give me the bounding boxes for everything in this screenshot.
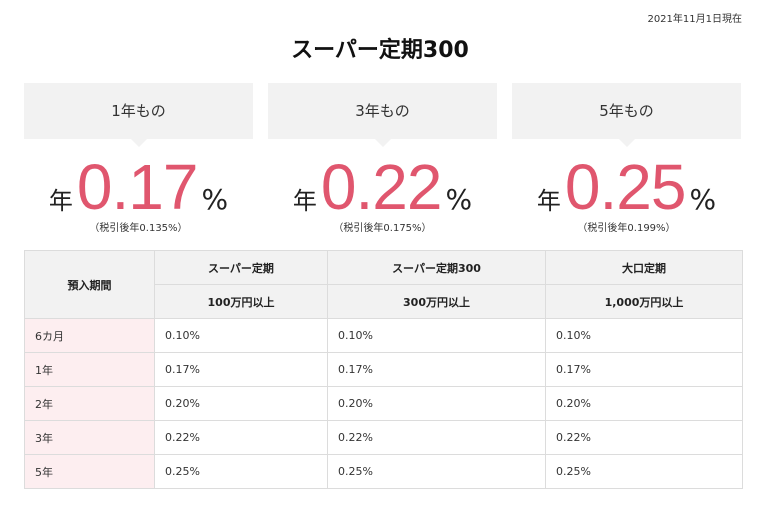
rate-cell: 0.20% [545,386,743,421]
rate-prefix: 年 [48,187,73,215]
rate-cell: 0.22% [545,420,743,455]
rate-value: 0.25 [564,151,687,223]
column-min-amount: 1,000万円以上 [545,284,743,319]
rate-cell: 0.10% [545,318,743,353]
rate-cell: 0.10% [327,318,546,353]
table-row: 5年 0.25% 0.25% 0.25% [24,454,743,489]
rate-cell: 0.17% [545,352,743,387]
column-min-amount: 100万円以上 [154,284,328,319]
after-tax-note: （税引後年0.199%） [577,223,676,234]
rate-unit: % [201,183,229,216]
table-row: 3年 0.22% 0.22% 0.22% [24,420,743,455]
after-tax-note: （税引後年0.175%） [333,223,432,234]
period-cell: 1年 [24,352,155,387]
rate-cell: 0.20% [327,386,546,421]
period-cell: 2年 [24,386,155,421]
rate-card-1-year: 1年もの 年0.17% （税引後年0.135%） [24,83,253,234]
rate-cell: 0.10% [154,318,328,353]
card-term-label: 1年もの [24,83,253,147]
table-row: 6カ月 0.10% 0.10% 0.10% [24,318,743,353]
after-tax-note: （税引後年0.135%） [89,223,188,234]
rate-unit: % [445,183,473,216]
rate-cell: 0.22% [327,420,546,455]
rate-cards: 1年もの 年0.17% （税引後年0.135%） 3年もの 年0.22% （税引… [24,83,741,243]
table-header-row: 預入期間 スーパー定期 スーパー定期300 大口定期 [24,250,743,319]
column-header-super-teiki: スーパー定期 [154,250,328,285]
rate-unit: % [689,183,717,216]
rate-table: 預入期間 スーパー定期 スーパー定期300 大口定期 100万円以上 300万円… [24,250,743,489]
rate-line: 年0.17% [24,155,253,219]
rate-value: 0.22 [320,151,443,223]
rate-card-5-year: 5年もの 年0.25% （税引後年0.199%） [512,83,741,234]
as-of-date: 2021年11月1日現在 [647,14,742,25]
rate-cell: 0.20% [154,386,328,421]
table-row: 2年 0.20% 0.20% 0.20% [24,386,743,421]
rate-cell: 0.17% [154,352,328,387]
rate-prefix: 年 [292,187,317,215]
rate-value: 0.17 [76,151,199,223]
column-header-super-teiki-300: スーパー定期300 [327,250,546,285]
rate-card-3-year: 3年もの 年0.22% （税引後年0.175%） [268,83,497,234]
column-min-amount: 300万円以上 [327,284,546,319]
period-cell: 5年 [24,454,155,489]
rate-cell: 0.25% [545,454,743,489]
rate-prefix: 年 [536,187,561,215]
rate-line: 年0.22% [268,155,497,219]
card-term-label: 5年もの [512,83,741,147]
rate-cell: 0.22% [154,420,328,455]
period-header: 預入期間 [24,250,155,319]
column-header-oguchi-teiki: 大口定期 [545,250,743,285]
period-cell: 3年 [24,420,155,455]
card-term-label: 3年もの [268,83,497,147]
rate-cell: 0.17% [327,352,546,387]
page-title: スーパー定期300 [291,38,469,63]
rate-cell: 0.25% [154,454,328,489]
rate-cell: 0.25% [327,454,546,489]
rate-line: 年0.25% [512,155,741,219]
table-row: 1年 0.17% 0.17% 0.17% [24,352,743,387]
period-cell: 6カ月 [24,318,155,353]
